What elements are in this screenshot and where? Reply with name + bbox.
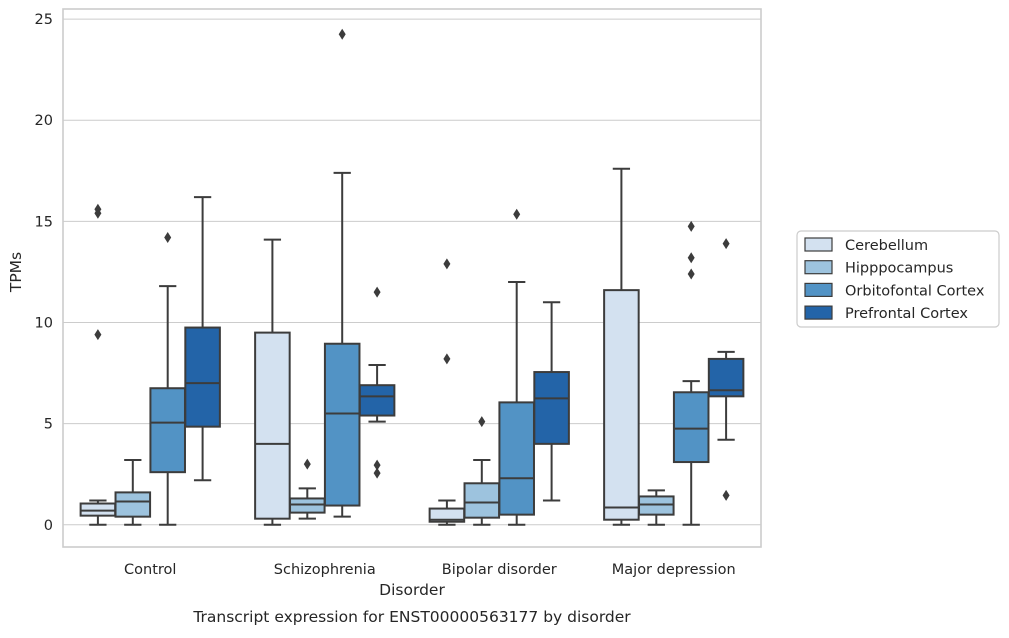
legend-swatch [804, 260, 833, 275]
outlier-point [687, 220, 695, 232]
box-group [254, 238, 291, 526]
outlier-point [164, 232, 172, 244]
box [114, 491, 152, 518]
box [79, 502, 117, 517]
outlier-point [722, 489, 730, 501]
x-tick-label: Schizophrenia [274, 562, 376, 578]
outlier-point [338, 28, 346, 40]
outlier-point [513, 208, 521, 220]
box-group [498, 208, 535, 526]
box-group [149, 232, 186, 526]
legend-label: Cerebellum [845, 238, 928, 254]
box [463, 482, 501, 519]
legend-label: Hipppocampus [845, 261, 953, 277]
legend-swatch [804, 237, 833, 252]
chart-caption: Transcript expression for ENST0000056317… [192, 608, 631, 626]
plot-layer [79, 28, 745, 526]
box-group [672, 220, 710, 526]
x-axis-label: Disorder [379, 581, 445, 599]
y-axis-label: TPMs [7, 252, 25, 293]
box-group [323, 28, 361, 518]
box [358, 384, 396, 417]
x-tick-label: Control [124, 562, 176, 578]
y-tick-label: 10 [35, 315, 53, 331]
outlier-point [443, 353, 451, 365]
outlier-point [478, 416, 486, 428]
outlier-point [687, 268, 695, 280]
box-group [707, 238, 745, 501]
legend-swatch [804, 282, 833, 297]
x-tick-label: Major depression [612, 562, 736, 578]
box-group [184, 196, 221, 482]
y-tick-label: 20 [35, 113, 53, 129]
box-group [358, 286, 396, 479]
box [672, 391, 710, 464]
legend-label: Prefrontal Cortex [845, 306, 968, 322]
y-tick-label: 15 [35, 214, 53, 230]
box [323, 342, 361, 507]
y-tick-label: 0 [44, 518, 53, 534]
outlier-point [373, 467, 381, 479]
outlier-point [303, 458, 311, 470]
box-group [638, 489, 675, 526]
axes-layer: 0 5 10 15 20 25 Control Schizophrenia Bipolar di… [35, 8, 762, 578]
box [289, 497, 326, 514]
outlier-point [373, 286, 381, 298]
box-group [603, 167, 640, 526]
plot-frame [62, 8, 762, 548]
box-group [463, 416, 501, 526]
box [533, 371, 570, 445]
box-group [79, 203, 117, 526]
x-tick-label: Bipolar disorder [442, 562, 557, 578]
outlier-point [373, 459, 381, 471]
box [149, 387, 186, 474]
box [498, 401, 535, 516]
y-tick-label: 5 [44, 417, 53, 433]
legend: Cerebellum Hipppocampus Orbitofontal Corte… [796, 230, 1000, 328]
box [254, 331, 291, 520]
outlier-point [687, 252, 695, 264]
outlier-point [443, 258, 451, 270]
outlier-point [94, 203, 102, 215]
y-tick-label: 25 [35, 12, 53, 28]
box-group [428, 258, 466, 526]
outlier-point [94, 329, 102, 341]
box-group [289, 458, 326, 520]
legend-box [796, 230, 1000, 328]
box-group [114, 459, 152, 526]
box [603, 289, 640, 521]
box-group [533, 301, 570, 502]
legend-label: Orbitofontal Cortex [845, 283, 985, 299]
box [638, 495, 675, 516]
legend-swatch [804, 305, 833, 320]
box [184, 326, 221, 428]
outlier-point [722, 238, 730, 250]
